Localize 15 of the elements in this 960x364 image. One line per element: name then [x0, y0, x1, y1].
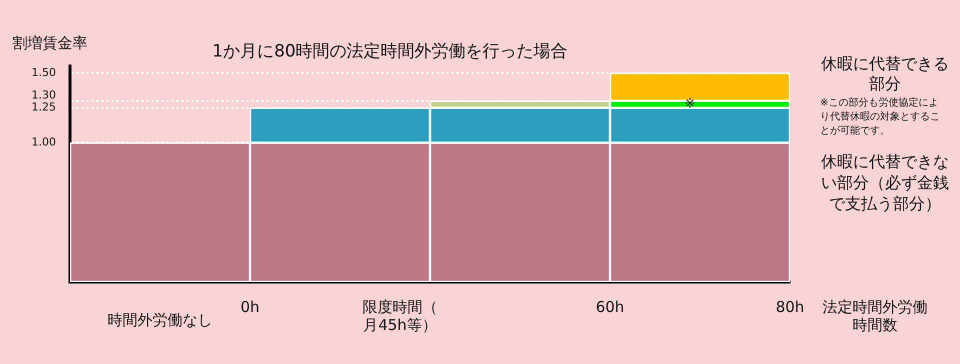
text: 0h: [240, 298, 260, 316]
x-tick-label: 時間外労働なし: [108, 310, 212, 329]
text: 80h: [776, 298, 804, 316]
text: 60h: [596, 298, 624, 316]
text: 限度時間（月45h等）: [362, 298, 438, 334]
chart-title: 1か月に80時間の法定時間外労働を行った場合: [212, 41, 568, 62]
x-axis-title: 法定時間外労働時間数: [822, 298, 928, 334]
y-tick-label: 1.30: [32, 88, 56, 102]
y-tick-label: 1.00: [32, 136, 56, 149]
text: ※この部分も労使協定により代替休暇の対象とすることが可能です。: [820, 96, 940, 137]
y-tick-label: 1.50: [32, 66, 56, 79]
text: 休暇に代替できる部分: [821, 54, 949, 94]
y-axis-title: 割増賃金率: [12, 34, 88, 52]
y-tick-label: 1.25: [32, 100, 56, 114]
text: 休暇に代替できない部分（必ず金銭で支払う部分）: [821, 152, 949, 213]
